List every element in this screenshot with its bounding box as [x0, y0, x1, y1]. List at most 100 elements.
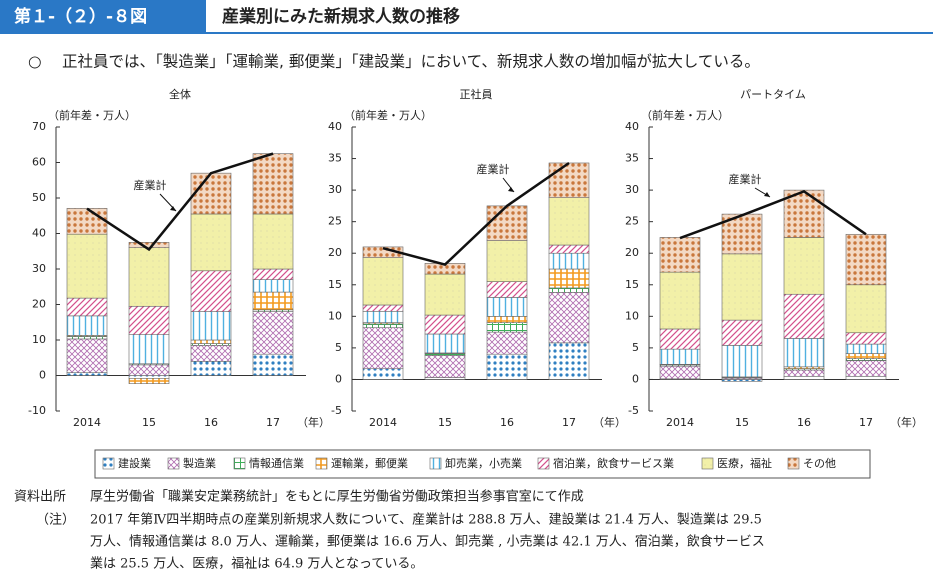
y-axis-label: （前年差・万人） [641, 108, 729, 122]
bar-segment [128, 378, 170, 384]
arrow-head [508, 187, 514, 192]
bar-segment [190, 213, 232, 272]
bar-segment [362, 310, 404, 323]
bar-segment [845, 375, 887, 380]
y-tick-label: 40 [32, 227, 46, 240]
bar-segment [548, 197, 590, 246]
bar-segment [659, 365, 701, 380]
bar-segment [128, 242, 170, 248]
total-line [86, 152, 274, 252]
note-line: 2017 年第Ⅳ四半期時点の産業別新規求人数について、産業計は 288.8 万人… [90, 512, 762, 528]
total-line [679, 189, 867, 240]
legend-swatch [167, 457, 180, 470]
legend-label: 情報通信業 [249, 457, 304, 470]
bar-segment [486, 322, 528, 333]
x-unit: （年） [297, 415, 330, 429]
bar-segment [252, 353, 294, 376]
bar-segment [190, 339, 232, 344]
bar-segment [783, 369, 825, 377]
bar-segment [548, 342, 590, 380]
bar-segment [190, 172, 232, 215]
bar-segment [845, 343, 887, 354]
bar-segment [66, 297, 108, 317]
bar-segment [66, 233, 108, 299]
y-axis-label: （前年差・万人） [344, 108, 432, 122]
legend-label: 運輸業，郵便業 [331, 456, 408, 470]
bar-segment [190, 311, 232, 341]
x-tick-label: 2014 [73, 416, 101, 429]
y-tick-label: 35 [625, 152, 639, 165]
x-unit: （年） [890, 415, 923, 429]
bar-segment [845, 233, 887, 286]
bar-segment [486, 281, 528, 298]
legend-swatch [701, 457, 714, 470]
legend-label: 卸売業，小売業 [445, 456, 522, 470]
y-axis-label: （前年差・万人） [48, 108, 136, 122]
y-tick-label: 10 [328, 309, 342, 322]
bar-segment [66, 336, 108, 340]
legend-swatch [315, 457, 328, 470]
legend-swatch [102, 457, 115, 470]
note-label: （注） [36, 513, 75, 528]
bar-segment [659, 348, 701, 365]
y-tick-label: 10 [625, 309, 639, 322]
x-tick-label: 16 [204, 416, 218, 429]
bar-segment [548, 162, 590, 198]
y-tick-label: 60 [32, 156, 46, 169]
y-tick-label: 20 [32, 298, 46, 311]
bar-segment [424, 355, 466, 378]
y-tick-label: 30 [328, 183, 342, 196]
panel-title: パートタイム [740, 88, 806, 101]
y-tick-label: 35 [328, 152, 342, 165]
bar-segment [548, 244, 590, 254]
y-tick-label: 25 [625, 215, 639, 228]
bar-segment [783, 338, 825, 368]
bar-segment [66, 207, 108, 235]
bar-segment [128, 375, 170, 379]
bar-segment [424, 333, 466, 354]
bar-segment [845, 360, 887, 377]
bar-segment [845, 284, 887, 334]
total-label: 産業計 [477, 162, 510, 176]
x-tick-label: 2014 [666, 416, 694, 429]
y-tick-label: 5 [335, 341, 342, 354]
bar-segment [548, 252, 590, 270]
x-tick-label: 17 [562, 416, 576, 429]
bar-segment [548, 268, 590, 289]
bar-segment [783, 237, 825, 295]
bar-segment [190, 345, 232, 362]
y-tick-label: 15 [625, 278, 639, 291]
x-tick-label: 15 [735, 416, 749, 429]
x-tick-label: 15 [142, 416, 156, 429]
legend-label: その他 [803, 457, 836, 470]
figure-number-box [0, 0, 205, 32]
bar-segment [66, 372, 108, 376]
legend-label: 製造業 [183, 456, 216, 470]
y-tick-label: 0 [39, 369, 46, 382]
y-tick-label: 5 [632, 341, 639, 354]
x-tick-label: 17 [266, 416, 280, 429]
x-tick-label: 15 [438, 416, 452, 429]
legend-label: 宿泊業，飲食サービス業 [553, 456, 674, 470]
bar-segment [721, 345, 763, 378]
panel-title: 正社員 [460, 87, 493, 101]
bar-segment [66, 338, 108, 373]
legend-swatch [429, 457, 442, 470]
panel-title: 全体 [169, 87, 191, 101]
bar-segment [783, 375, 825, 380]
y-tick-label: 20 [328, 246, 342, 259]
x-tick-label: 17 [859, 416, 873, 429]
y-tick-label: 50 [32, 191, 46, 204]
bar-segment [659, 328, 701, 350]
bar-segment [783, 293, 825, 339]
bar-segment [190, 360, 232, 376]
bar-segment [190, 270, 232, 312]
bar-segment [252, 279, 294, 293]
arrow-head [170, 206, 176, 211]
bar-segment [486, 331, 528, 355]
total-label: 産業計 [729, 172, 762, 186]
source-label: 資料出所 [14, 490, 66, 505]
bar-segment [128, 247, 170, 307]
